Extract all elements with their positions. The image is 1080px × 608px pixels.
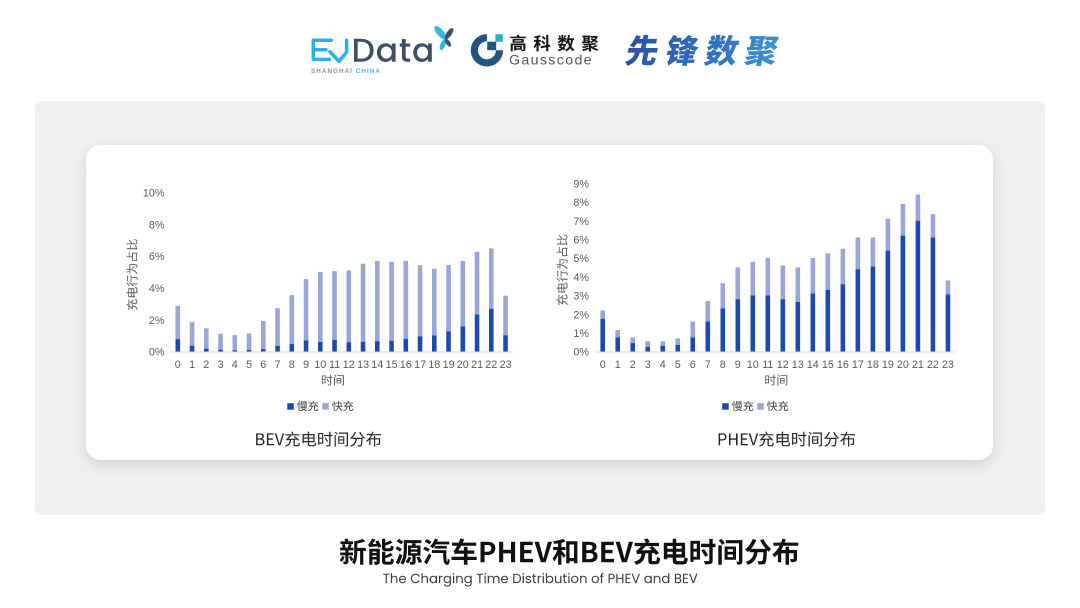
svg-text:13: 13 — [357, 359, 369, 371]
svg-text:23: 23 — [500, 359, 512, 371]
svg-text:9: 9 — [735, 359, 741, 371]
svg-text:21: 21 — [471, 359, 483, 371]
svg-text:2%: 2% — [573, 309, 589, 321]
svg-text:14: 14 — [371, 359, 383, 371]
svg-text:22: 22 — [485, 359, 497, 371]
svg-text:5: 5 — [675, 359, 681, 371]
svg-text:17: 17 — [414, 359, 426, 371]
svg-text:20: 20 — [457, 359, 469, 371]
svg-text:SHANGHAI CHINA: SHANGHAI CHINA — [311, 68, 381, 75]
svg-text:7: 7 — [275, 359, 281, 371]
svg-text:18: 18 — [867, 359, 879, 371]
svg-text:10: 10 — [747, 359, 759, 371]
svg-text:4%: 4% — [573, 272, 589, 284]
svg-text:11: 11 — [329, 359, 340, 371]
svg-text:8%: 8% — [149, 219, 165, 231]
svg-text:9%: 9% — [573, 179, 589, 191]
svg-text:15: 15 — [822, 359, 834, 371]
svg-text:2: 2 — [630, 359, 636, 371]
svg-text:1: 1 — [189, 359, 195, 371]
svg-text:3%: 3% — [573, 291, 589, 303]
svg-text:4: 4 — [232, 359, 238, 371]
svg-text:10: 10 — [314, 359, 326, 371]
svg-text:6: 6 — [690, 359, 696, 371]
svg-text:7%: 7% — [573, 216, 589, 228]
svg-text:13: 13 — [792, 359, 804, 371]
svg-text:17: 17 — [852, 359, 864, 371]
svg-text:12: 12 — [343, 359, 355, 371]
svg-text:5%: 5% — [573, 253, 589, 265]
svg-text:8: 8 — [289, 359, 295, 371]
svg-text:21: 21 — [912, 359, 924, 371]
svg-text:2: 2 — [203, 359, 209, 371]
svg-text:0: 0 — [600, 359, 606, 371]
svg-text:6%: 6% — [573, 235, 589, 247]
svg-text:15: 15 — [386, 359, 398, 371]
svg-text:12: 12 — [777, 359, 789, 371]
svg-text:6: 6 — [260, 359, 266, 371]
svg-text:11: 11 — [762, 359, 773, 371]
svg-text:1%: 1% — [573, 328, 589, 340]
svg-text:23: 23 — [942, 359, 954, 371]
svg-text:1: 1 — [615, 359, 621, 371]
svg-text:3: 3 — [645, 359, 651, 371]
svg-text:Gausscode: Gausscode — [509, 53, 593, 69]
svg-text:0%: 0% — [573, 347, 589, 359]
svg-text:19: 19 — [882, 359, 894, 371]
svg-text:3: 3 — [218, 359, 224, 371]
svg-text:5: 5 — [246, 359, 252, 371]
svg-text:8%: 8% — [573, 197, 589, 209]
svg-text:22: 22 — [927, 359, 939, 371]
svg-text:4: 4 — [660, 359, 666, 371]
svg-text:4%: 4% — [149, 283, 165, 295]
svg-text:8: 8 — [720, 359, 726, 371]
svg-text:16: 16 — [837, 359, 849, 371]
svg-text:16: 16 — [400, 359, 412, 371]
svg-text:19: 19 — [443, 359, 455, 371]
svg-text:20: 20 — [897, 359, 909, 371]
svg-text:2%: 2% — [149, 315, 165, 327]
svg-text:9: 9 — [303, 359, 309, 371]
svg-text:10%: 10% — [143, 188, 165, 200]
svg-text:14: 14 — [807, 359, 819, 371]
svg-text:7: 7 — [705, 359, 711, 371]
svg-text:18: 18 — [428, 359, 440, 371]
svg-text:0%: 0% — [149, 347, 165, 359]
svg-text:0: 0 — [175, 359, 181, 371]
svg-text:6%: 6% — [149, 251, 165, 263]
